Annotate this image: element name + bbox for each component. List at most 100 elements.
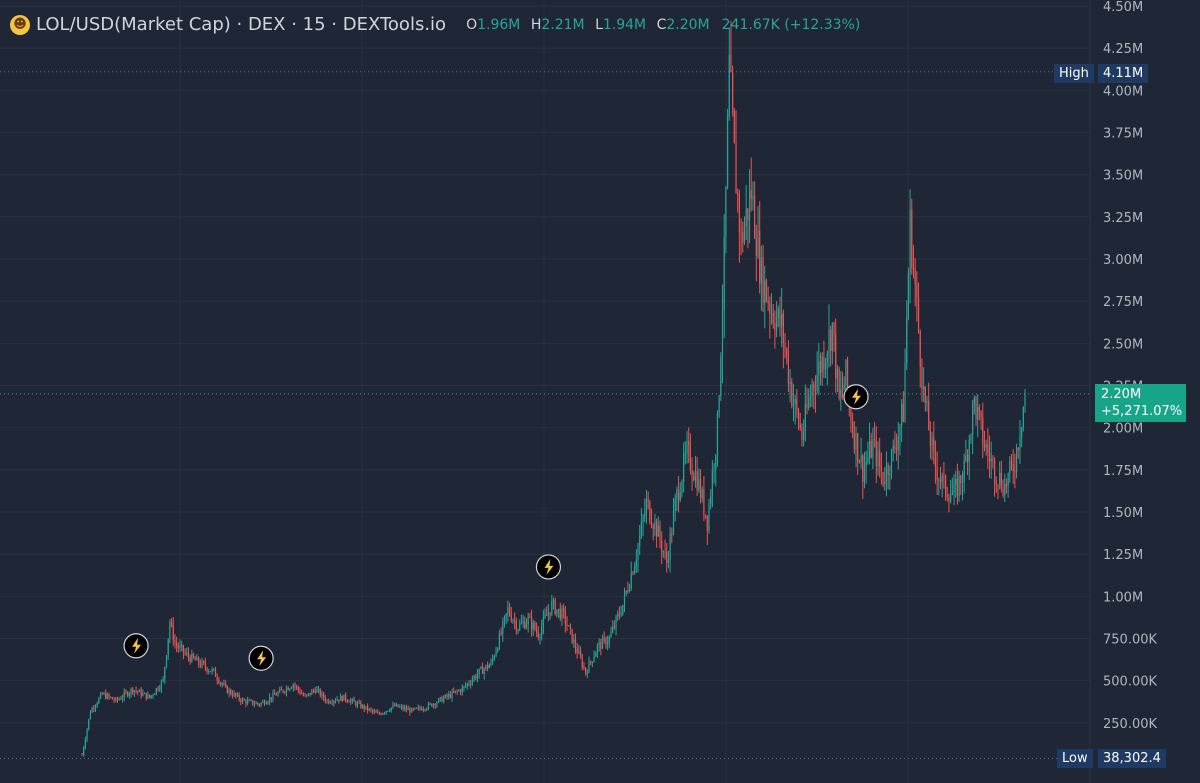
candle-body	[674, 499, 676, 512]
candle-body	[593, 656, 595, 662]
candle-body	[649, 501, 651, 522]
candle-body	[657, 525, 659, 537]
candle-body	[473, 676, 475, 680]
candle-body	[647, 498, 649, 502]
high-tag-value: 4.11M	[1098, 64, 1149, 83]
y-tick-label: 3.25M	[1103, 211, 1143, 226]
candle-body	[527, 616, 529, 625]
candle-body	[289, 688, 291, 690]
candle-body	[732, 72, 734, 111]
candle-body	[972, 404, 974, 436]
candle-body	[294, 684, 296, 687]
candle-body	[280, 689, 283, 691]
candle-body	[123, 692, 125, 698]
candle-body	[323, 693, 325, 699]
candle-body	[404, 707, 406, 710]
candle-body	[292, 684, 294, 688]
candle-body	[154, 693, 156, 696]
candle-body	[471, 679, 473, 684]
candle-body	[367, 706, 369, 711]
candle-body	[356, 702, 359, 706]
candle-body	[568, 625, 570, 627]
candle-body	[449, 694, 452, 698]
symbol-title[interactable]: LOL/USD(Market Cap) · DEX · 15 · DEXTool…	[36, 14, 447, 35]
candle-body	[399, 706, 401, 708]
candle-body	[639, 535, 641, 546]
candle-body	[213, 668, 215, 670]
candle-body	[223, 683, 225, 685]
candle-body	[125, 692, 127, 694]
candle-body	[341, 695, 343, 701]
candle-body	[716, 413, 719, 456]
candle-body	[1024, 393, 1026, 407]
candle-body	[120, 698, 122, 700]
candle-body	[436, 702, 438, 706]
candle-body	[498, 633, 501, 649]
y-tick-label: 750.00K	[1103, 633, 1157, 648]
candle-body	[490, 661, 492, 666]
candle-body	[534, 622, 536, 630]
candle-body	[826, 353, 828, 362]
candle-body	[165, 655, 168, 668]
candle-body	[801, 428, 803, 440]
candle-body	[987, 444, 989, 453]
candle-body	[96, 703, 98, 706]
candle-body	[672, 511, 675, 535]
candle-body	[431, 703, 433, 707]
candle-body	[628, 587, 631, 591]
candle-body	[221, 683, 223, 685]
candle-body	[150, 695, 152, 698]
candle-body	[331, 702, 333, 704]
candle-body	[782, 313, 784, 343]
candle-body	[659, 525, 661, 541]
candle-body	[721, 310, 724, 357]
candle-body	[929, 429, 931, 446]
candle-body	[539, 635, 541, 638]
candle-body	[804, 403, 806, 431]
candle-body	[618, 613, 621, 616]
candle-body	[554, 599, 556, 615]
candle-body	[159, 688, 161, 690]
lightning-bolt-icon	[852, 388, 862, 405]
candle-body	[241, 699, 244, 702]
candle-body	[437, 698, 440, 703]
candle-body	[275, 694, 277, 696]
candle-body	[814, 388, 817, 391]
candle-body	[525, 624, 528, 629]
candle-body	[296, 686, 298, 688]
candle-body	[461, 687, 463, 693]
candle-body	[912, 268, 915, 270]
candle-body	[797, 410, 800, 425]
candle-body	[470, 683, 472, 685]
candle-body	[358, 702, 360, 704]
close-value: 2.20M	[666, 16, 710, 33]
candle-body	[916, 284, 918, 298]
candle-body	[857, 433, 859, 462]
candle-body	[108, 694, 110, 697]
candle-body	[209, 671, 212, 673]
candle-body	[965, 455, 967, 462]
candle-body	[769, 303, 771, 314]
candle-body	[373, 711, 375, 713]
candle-body	[853, 433, 855, 450]
candle-body	[515, 620, 517, 631]
candle-body	[522, 621, 524, 623]
candle-body	[781, 313, 783, 327]
candle-body	[843, 385, 845, 391]
y-tick-label: 2.00M	[1103, 422, 1143, 437]
candle-body	[91, 708, 93, 713]
candle-body	[559, 608, 561, 620]
candle-body	[706, 515, 708, 531]
candle-body	[138, 689, 141, 692]
y-tick-label: 4.25M	[1103, 42, 1143, 57]
candle-body	[140, 689, 142, 696]
candle-body	[388, 710, 391, 712]
candle-body	[480, 667, 482, 669]
candle-body	[397, 704, 399, 708]
candle-body	[115, 698, 117, 701]
high-tag-label: High	[1054, 64, 1094, 83]
candle-body	[544, 615, 546, 618]
candle-body	[179, 645, 181, 648]
